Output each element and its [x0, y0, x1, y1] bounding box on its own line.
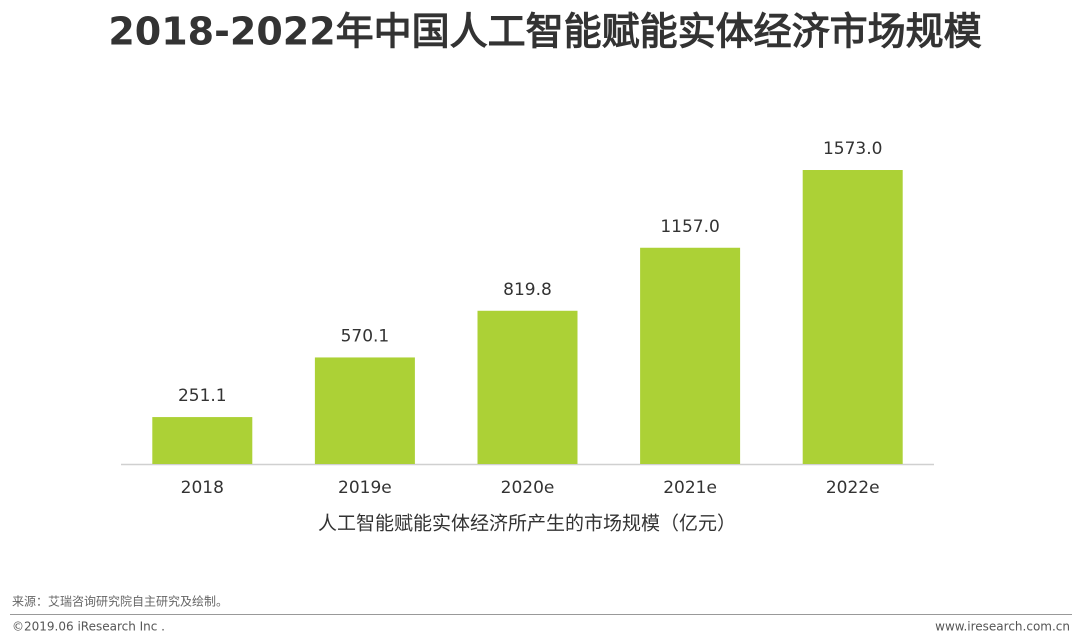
bar	[640, 247, 741, 464]
bar	[152, 417, 253, 464]
website: www.iresearch.com.cn	[935, 620, 1070, 634]
bar	[477, 310, 578, 464]
copyright: ©2019.06 iResearch Inc .	[12, 620, 165, 634]
data-label: 1573.0	[823, 139, 882, 159]
x-tick-label: 2020e	[501, 478, 555, 498]
chart-title: 2018-2022年中国人工智能赋能实体经济市场规模	[108, 10, 981, 54]
source-note: 来源：艾瑞咨询研究院自主研究及绘制。	[12, 594, 228, 609]
data-label: 251.1	[178, 386, 227, 406]
bar	[314, 357, 415, 464]
x-tick-label: 2018	[181, 478, 224, 498]
x-tick-label: 2022e	[826, 478, 880, 498]
data-label: 819.8	[503, 280, 552, 300]
x-tick-label: 2021e	[663, 478, 717, 498]
data-label: 570.1	[341, 326, 390, 346]
x-tick-label: 2019e	[338, 478, 392, 498]
axis-title: 人工智能赋能实体经济所产生的市场规模（亿元）	[318, 513, 736, 535]
bar	[802, 170, 903, 464]
data-label: 1157.0	[660, 217, 719, 237]
